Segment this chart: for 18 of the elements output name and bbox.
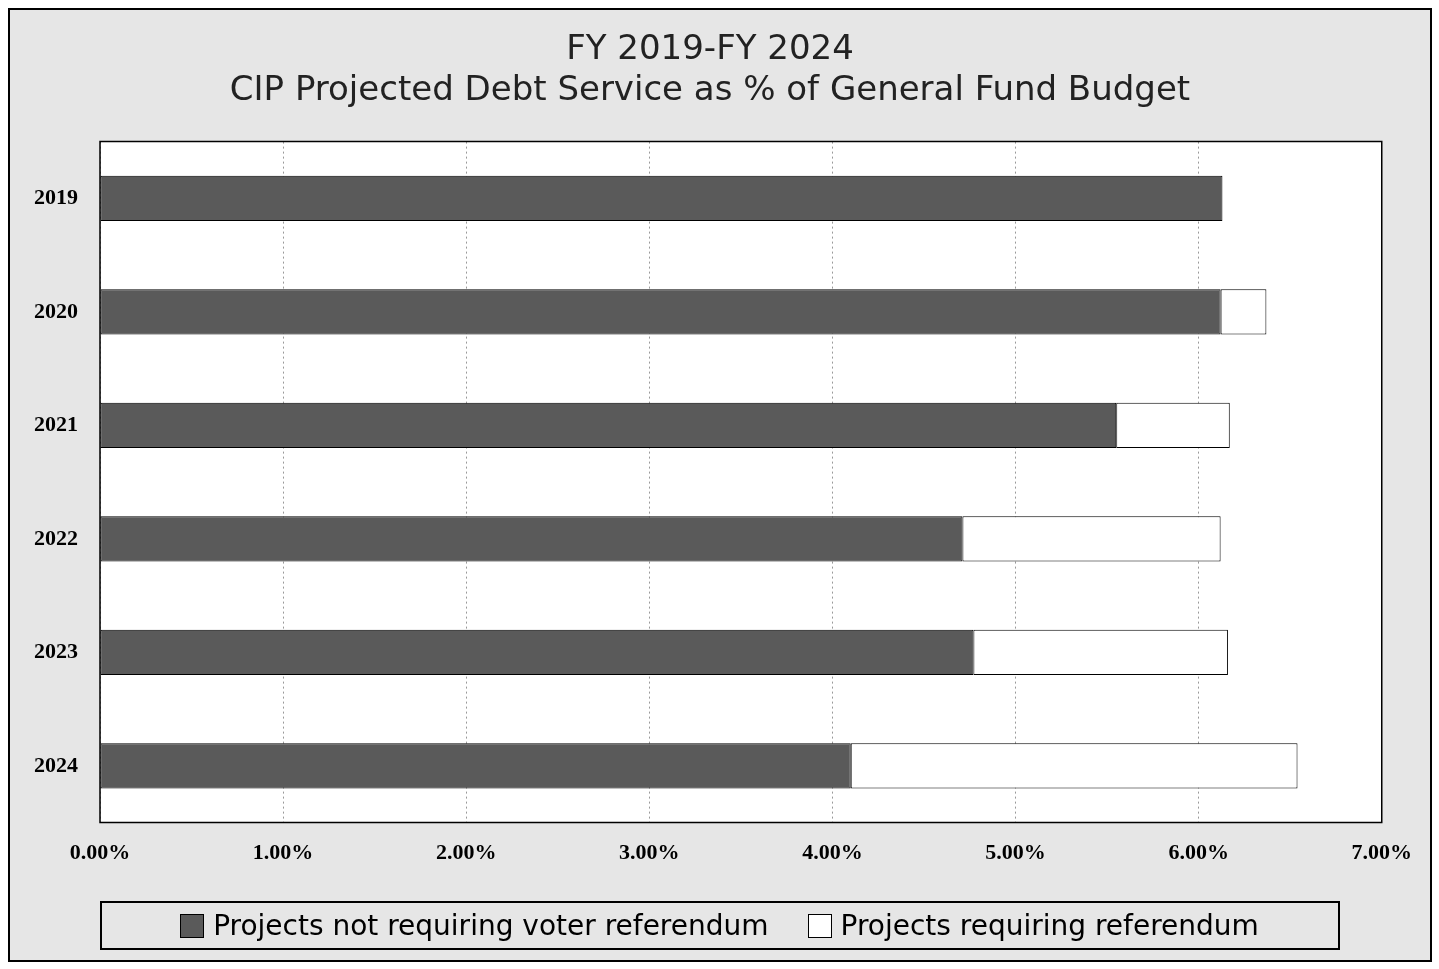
- x-tick-label: 0.00%: [69, 839, 131, 865]
- y-tick-label: 2022: [34, 524, 78, 550]
- x-tick-label: 5.00%: [985, 839, 1046, 865]
- y-tick-label: 2021: [34, 411, 78, 437]
- legend-label: Projects not requiring voter referendum: [213, 909, 769, 942]
- text: FY 2019-FY 2024: [566, 27, 854, 68]
- x-tick-label: 6.00%: [1168, 839, 1229, 865]
- x-tick-label: 4.00%: [802, 839, 863, 865]
- x-tick-label: 7.00%: [1351, 839, 1412, 865]
- legend-label: Projects requiring referendum: [840, 909, 1259, 942]
- text: CIP Projected Debt Service as % of General Fund Budget: [229, 68, 1191, 109]
- y-tick-label: 2020: [34, 297, 78, 323]
- x-tick-label: 2.00%: [435, 839, 497, 865]
- y-tick-label: 2023: [34, 638, 78, 664]
- y-tick-label: 2019: [34, 184, 78, 210]
- x-tick-label: 1.00%: [252, 839, 314, 865]
- x-tick-label: 3.00%: [619, 839, 680, 865]
- y-tick-label: 2024: [34, 751, 78, 777]
